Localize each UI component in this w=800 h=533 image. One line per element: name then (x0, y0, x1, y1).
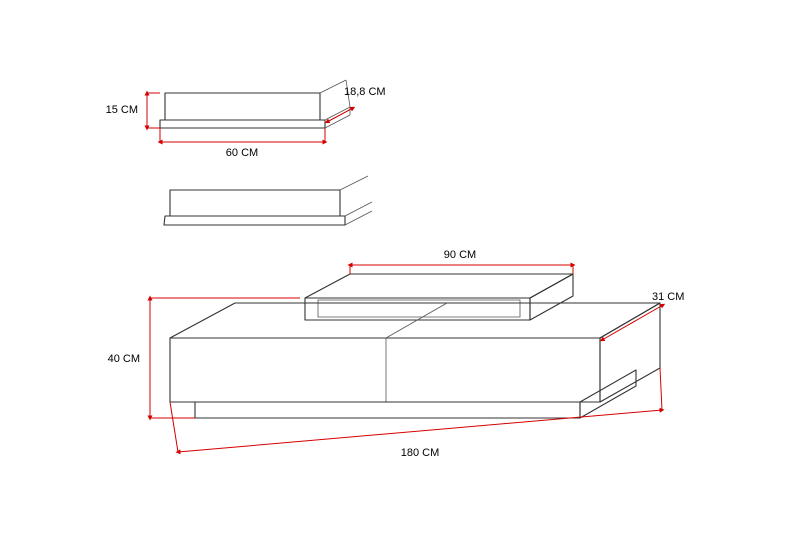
dim-shelf-width: 60 CM (160, 128, 325, 159)
dim-cabinet-top-depth: 31 CM (602, 291, 684, 340)
diagram-canvas: 15 CM 60 CM 18,8 CM (0, 0, 800, 533)
dim-shelf-depth-label: 18,8 CM (344, 86, 386, 98)
dim-shelf-height-label: 15 CM (106, 104, 138, 116)
dim-cabinet-top-width-label: 90 CM (444, 249, 476, 261)
dim-cabinet-height-label: 40 CM (108, 353, 140, 365)
dim-shelf-depth: 18,8 CM (327, 86, 386, 122)
dim-cabinet-top-width: 90 CM (350, 249, 573, 274)
dim-shelf-width-label: 60 CM (226, 147, 258, 159)
dim-shelf-height: 15 CM (106, 93, 160, 128)
dim-cabinet-height: 40 CM (108, 298, 300, 418)
shelf-top (160, 80, 350, 128)
dim-cabinet-top-depth-label: 31 CM (652, 291, 684, 303)
cabinet (170, 274, 660, 418)
shelf-bottom (164, 176, 372, 225)
dim-cabinet-full-width-label: 180 CM (401, 447, 440, 459)
